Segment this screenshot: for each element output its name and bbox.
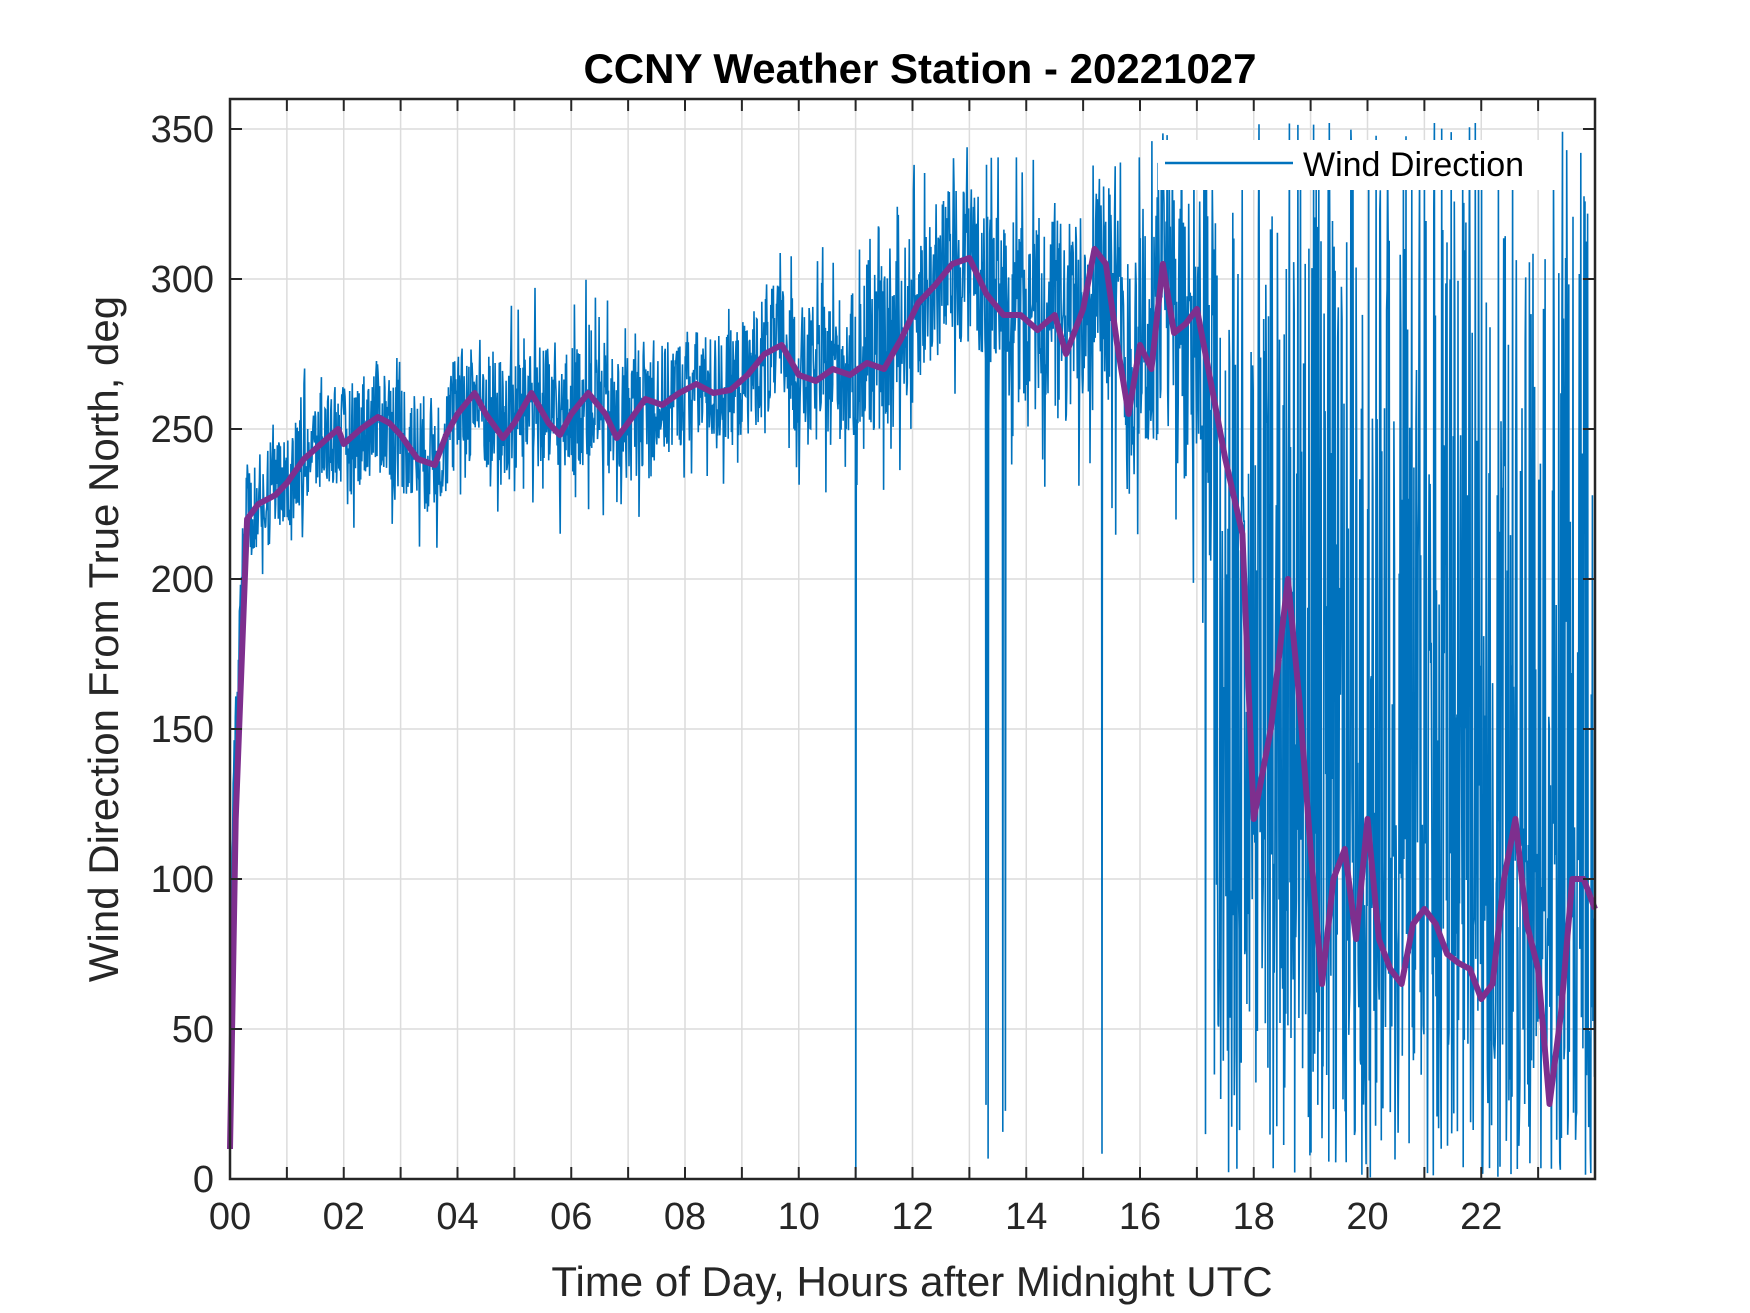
y-tick-label: 200: [151, 559, 214, 601]
x-tick-label: 04: [436, 1196, 478, 1238]
x-tick-label: 22: [1460, 1196, 1502, 1238]
smoothed-line: [227, 246, 1598, 1150]
axis-ticks: 00 02 04 06 08 10 12 14 16 18 20 22 0 50 100 150 200 250 3…: [151, 99, 1595, 1238]
x-tick-label: 20: [1346, 1196, 1388, 1238]
y-tick-label: 100: [151, 859, 214, 901]
x-tick-label: 10: [778, 1196, 820, 1238]
y-tick-label: 250: [151, 409, 214, 451]
x-tick-label: 08: [664, 1196, 706, 1238]
x-tick-label: 16: [1119, 1196, 1161, 1238]
y-tick-label: 50: [172, 1009, 214, 1051]
legend: Wind Direction: [1158, 140, 1558, 190]
y-tick-label: 0: [193, 1159, 214, 1201]
y-axis-label: Wind Direction From True North, deg: [80, 296, 127, 982]
y-tick-label: 150: [151, 709, 214, 751]
legend-label-wind-direction: Wind Direction: [1303, 146, 1524, 184]
x-axis-label: Time of Day, Hours after Midnight UTC: [551, 1258, 1272, 1305]
chart-title: CCNY Weather Station - 20221027: [583, 45, 1256, 92]
x-tick-label: 12: [891, 1196, 933, 1238]
legend-background: [1158, 140, 1558, 190]
y-tick-label: 350: [151, 109, 214, 151]
series-smoothed: [227, 246, 1598, 1150]
x-tick-label: 14: [1005, 1196, 1047, 1238]
y-tick-label: 300: [151, 259, 214, 301]
x-tick-label: 00: [209, 1196, 251, 1238]
x-tick-label: 02: [323, 1196, 365, 1238]
x-tick-label: 06: [550, 1196, 592, 1238]
x-tick-label: 18: [1233, 1196, 1275, 1238]
